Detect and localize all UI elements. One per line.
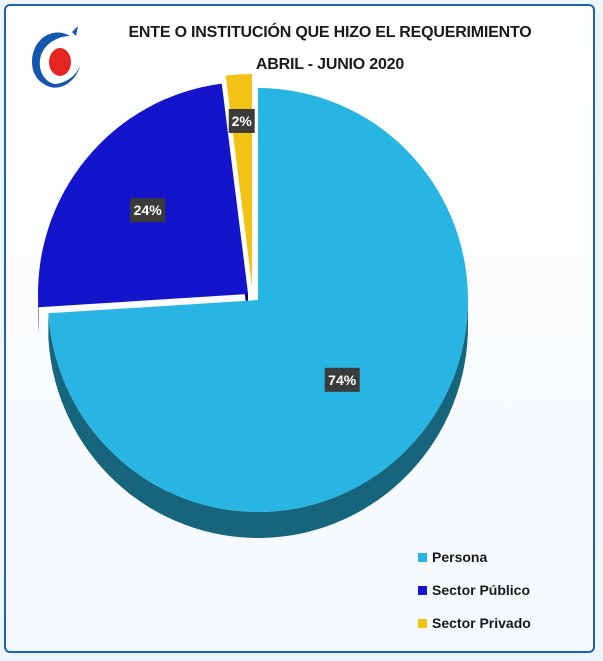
legend-swatch xyxy=(418,585,427,595)
pie-slice-sector-publico xyxy=(37,83,248,308)
chart-legend: Persona Sector Público Sector Privado xyxy=(418,543,531,637)
data-label-persona: 74% xyxy=(324,367,360,392)
legend-swatch xyxy=(418,618,427,628)
svg-text:2%: 2% xyxy=(232,113,253,129)
pie-slice-persona xyxy=(48,88,468,512)
svg-text:74%: 74% xyxy=(328,372,357,388)
chart-title: ENTE O INSTITUCIÓN QUE HIZO EL REQUERIMI… xyxy=(128,24,532,41)
legend-item-sector-publico: Sector Público xyxy=(418,576,531,604)
data-label-sector-privado: 2% xyxy=(228,108,255,133)
svg-text:24%: 24% xyxy=(134,202,163,218)
data-label-sector-publico: 24% xyxy=(130,198,166,223)
legend-label: Persona xyxy=(432,549,488,565)
legend-label: Sector Privado xyxy=(432,615,531,631)
institution-logo-icon xyxy=(32,26,80,88)
legend-label: Sector Público xyxy=(432,582,531,598)
legend-swatch xyxy=(418,552,427,562)
legend-item-sector-privado: Sector Privado xyxy=(418,609,531,637)
legend-item-persona: Persona xyxy=(418,543,531,571)
chart-subtitle: ABRIL - JUNIO 2020 xyxy=(255,56,405,73)
